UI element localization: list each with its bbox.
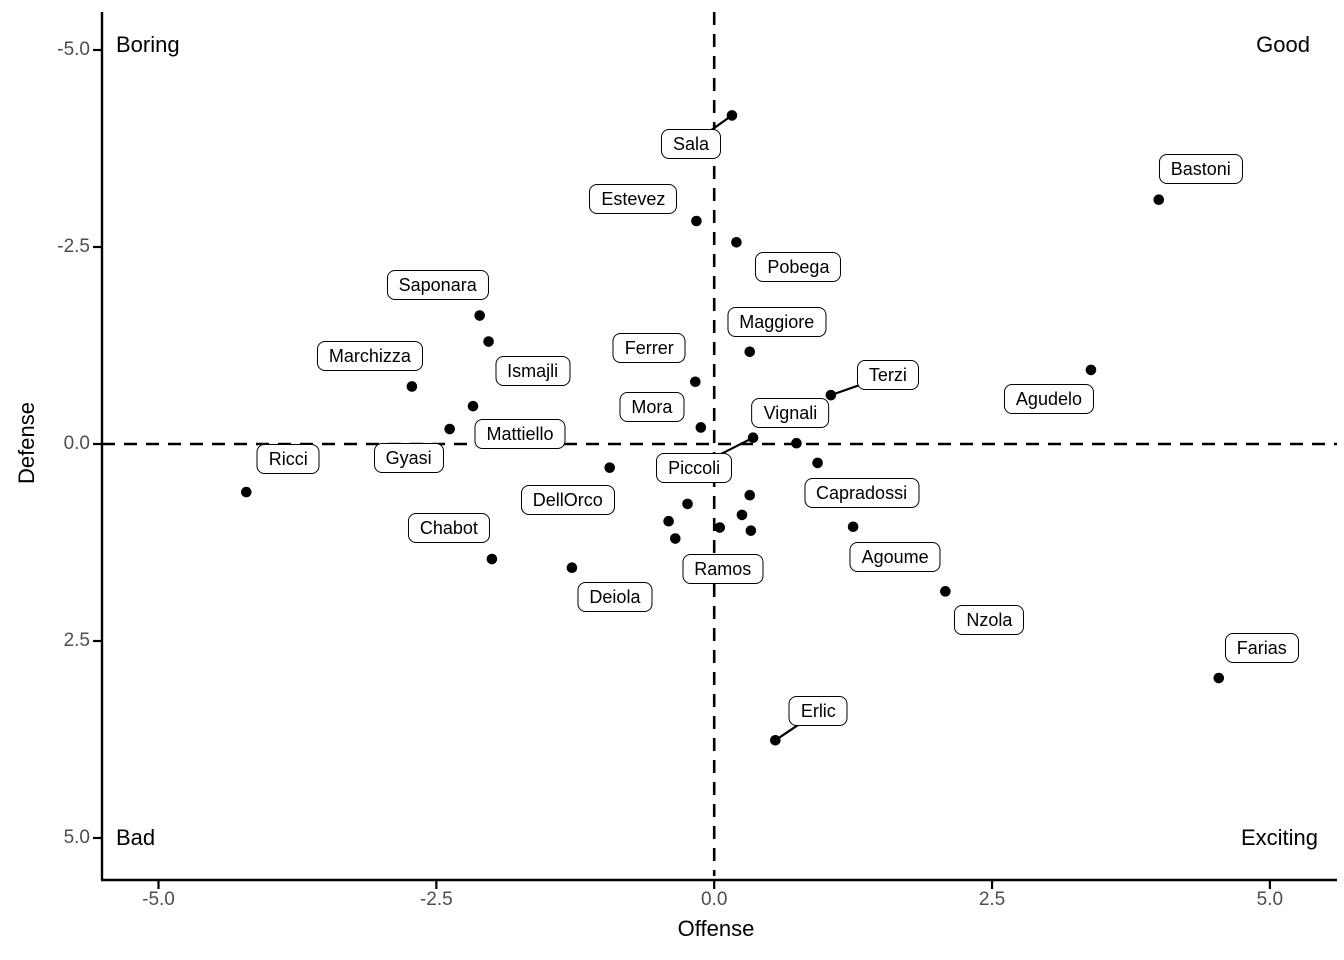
data-point-unlabeled-3 xyxy=(736,509,748,521)
data-point-marchizza xyxy=(406,381,418,392)
data-point-unlabeled-0 xyxy=(682,498,693,510)
data-point-mora xyxy=(695,422,707,433)
data-point-maggiore xyxy=(744,346,756,358)
data-point-dellorco xyxy=(604,462,616,473)
data-point-pobega xyxy=(731,236,742,248)
data-point-capradossi xyxy=(812,457,823,469)
data-point-piccoli xyxy=(747,432,759,443)
data-point-estevez xyxy=(691,215,702,227)
data-point-ramos xyxy=(714,522,726,533)
data-point-ismajli xyxy=(483,336,494,347)
data-point-saponara xyxy=(474,310,485,321)
data-point-unlabeled-1 xyxy=(744,489,756,501)
data-point-ferrer xyxy=(690,376,701,388)
data-point-bastoni xyxy=(1153,194,1165,206)
data-point-deiola xyxy=(566,562,578,574)
data-point-erlic xyxy=(770,734,781,746)
data-point-farias xyxy=(1213,672,1225,684)
data-point-agudelo xyxy=(1085,364,1097,376)
leader-line-terzi xyxy=(830,374,889,397)
data-point-terzi xyxy=(825,389,837,401)
data-point-gyasi xyxy=(444,423,455,435)
data-point-chabot xyxy=(486,553,498,565)
data-point-unlabeled-2 xyxy=(663,515,674,527)
data-point-nzola xyxy=(940,586,951,597)
leader-line-erlic xyxy=(774,710,819,742)
data-point-sala xyxy=(726,110,738,121)
leader-line-sala xyxy=(690,114,733,146)
data-point-unlabeled-5 xyxy=(670,533,681,544)
data-point-unlabeled-4 xyxy=(745,525,757,536)
data-point-agoume xyxy=(847,521,859,533)
data-point-mattiello xyxy=(467,400,479,412)
data-point-ricci xyxy=(241,486,252,498)
leader-line-piccoli xyxy=(693,436,754,469)
data-point-vignali xyxy=(791,437,802,449)
